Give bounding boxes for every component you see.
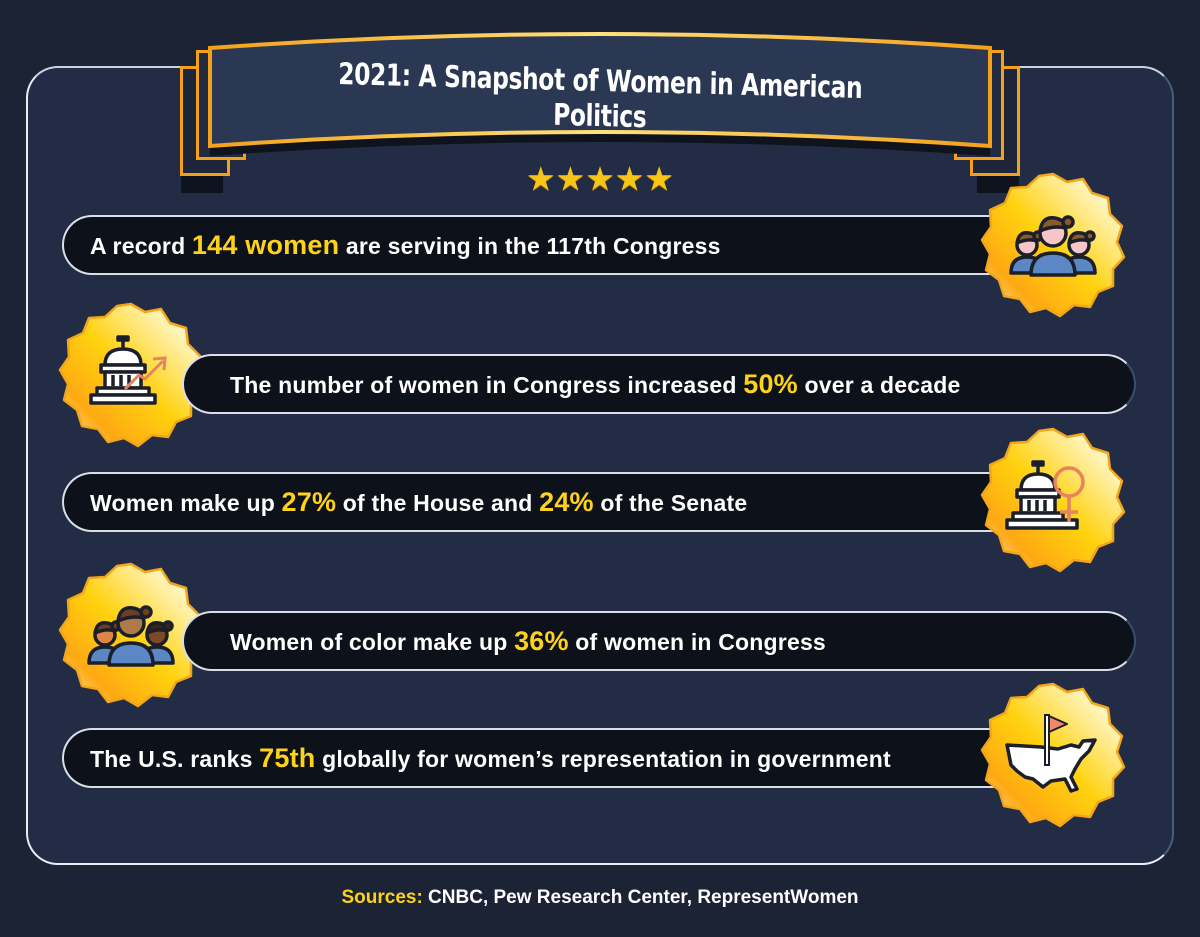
group-of-women-icon — [1009, 215, 1097, 277]
fact-text: The U.S. ranks 75th globally for women’s… — [90, 742, 891, 773]
star-icon: ★ — [614, 159, 645, 198]
fact-highlight: 50% — [743, 368, 798, 399]
fact-highlight: 24% — [539, 486, 594, 517]
fact-row-5: The U.S. ranks 75th globally for women’s… — [62, 728, 1022, 788]
badge-capitol-female — [978, 425, 1128, 575]
fact-text: A record 144 women are serving in the 11… — [90, 229, 721, 260]
title-ribbon: 2021: A Snapshot of Women in American Po… — [178, 8, 1022, 193]
usa-map-flag-icon — [1005, 714, 1097, 793]
fact-row-4: Women of color make up 36% of women in C… — [182, 611, 1136, 671]
diverse-women-group-icon — [87, 605, 175, 667]
fact-highlight: 144 women — [191, 229, 340, 260]
star-icon: ★ — [555, 159, 586, 198]
fact-highlight: 75th — [259, 742, 316, 773]
fact-row-1: A record 144 women are serving in the 11… — [62, 215, 1022, 275]
fact-text: Women make up 27% of the House and 24% o… — [90, 486, 748, 517]
badge-capitol-growth — [56, 300, 206, 450]
badge-usa-rank — [978, 680, 1128, 830]
sources-footer: Sources: CNBC, Pew Research Center, Repr… — [0, 887, 1200, 909]
fact-row-2: The number of women in Congress increase… — [182, 354, 1136, 414]
star-icon: ★ — [644, 159, 674, 198]
capitol-growth-arrow-icon — [89, 335, 167, 405]
fact-highlight: 27% — [281, 486, 337, 517]
rating-stars: ★ ★ ★ ★ ★ — [510, 162, 690, 196]
star-icon: ★ — [526, 159, 556, 198]
star-icon: ★ — [585, 159, 615, 198]
sources-label: Sources: — [341, 887, 423, 908]
fact-row-3: Women make up 27% of the House and 24% o… — [62, 472, 1022, 532]
fact-highlight: 36% — [514, 625, 569, 656]
badge-women-group — [978, 170, 1128, 320]
badge-diverse-women — [56, 560, 206, 710]
fact-text: Women of color make up 36% of women in C… — [230, 625, 826, 656]
fact-text: The number of women in Congress increase… — [230, 368, 961, 399]
capitol-female-symbol-icon — [1005, 460, 1085, 530]
sources-list: CNBC, Pew Research Center, RepresentWome… — [422, 887, 859, 908]
ribbon-band — [208, 32, 992, 156]
